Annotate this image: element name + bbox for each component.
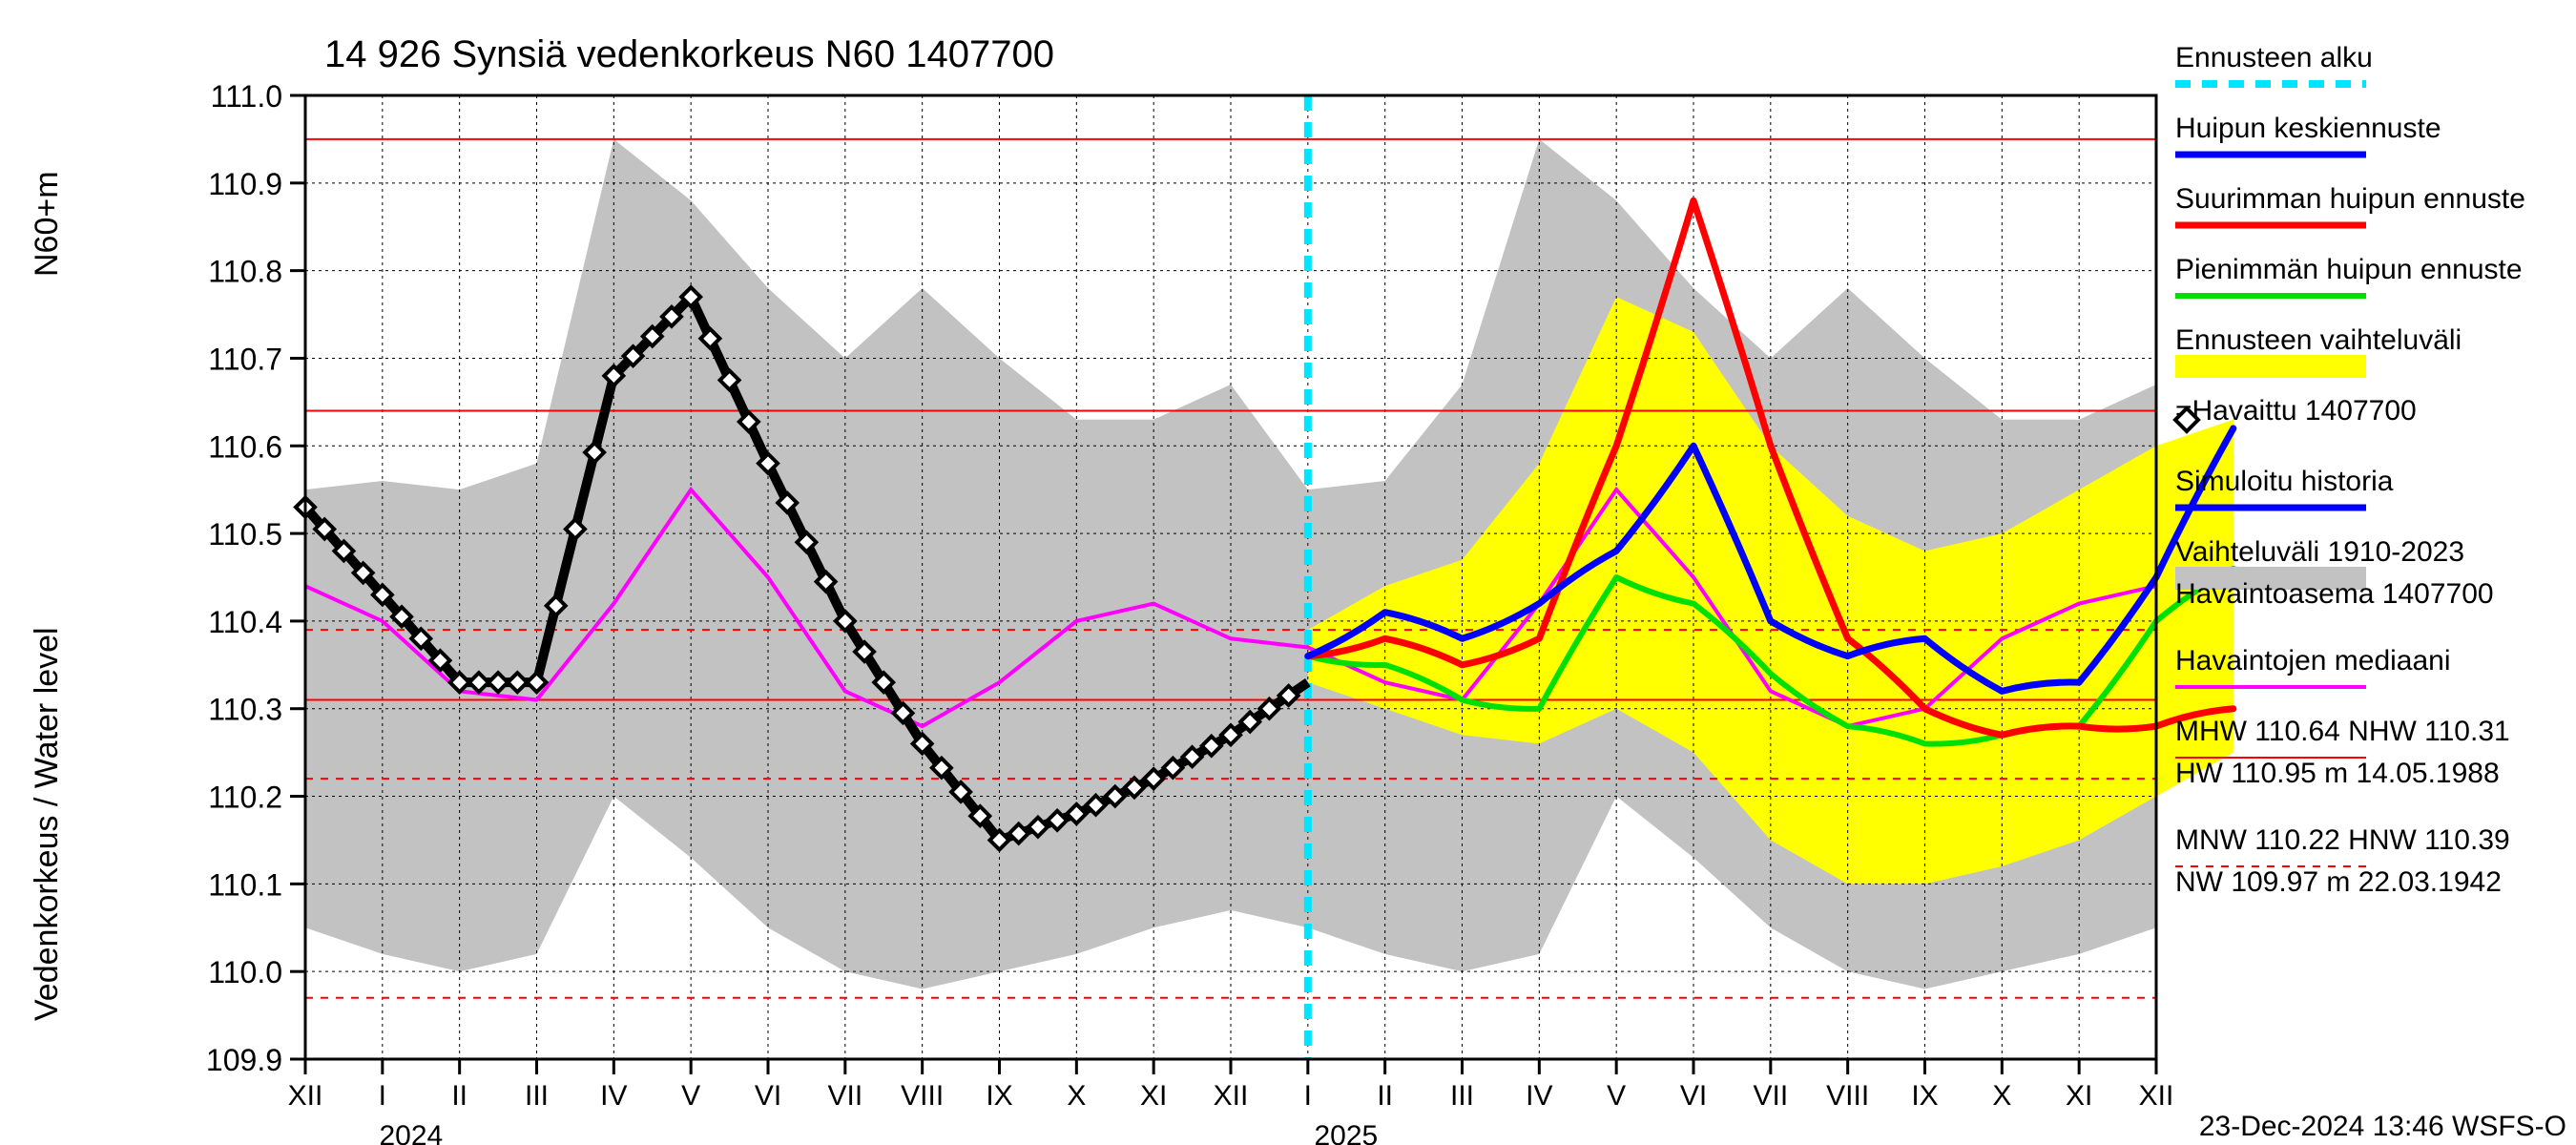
svg-text:IV: IV bbox=[600, 1080, 627, 1112]
svg-text:Simuloitu historia: Simuloitu historia bbox=[2175, 466, 2394, 497]
svg-text:Vedenkorkeus / Water level: Vedenkorkeus / Water level bbox=[29, 627, 65, 1021]
svg-text:X: X bbox=[1067, 1080, 1086, 1112]
svg-text:III: III bbox=[525, 1080, 549, 1112]
svg-text:VIII: VIII bbox=[1826, 1080, 1869, 1112]
svg-text:III: III bbox=[1450, 1080, 1474, 1112]
svg-text:Havaintojen mediaani: Havaintojen mediaani bbox=[2175, 645, 2451, 677]
svg-text:109.9: 109.9 bbox=[206, 1043, 282, 1077]
svg-text:110.6: 110.6 bbox=[208, 429, 282, 464]
svg-text:IX: IX bbox=[986, 1080, 1012, 1112]
svg-text:IV: IV bbox=[1526, 1080, 1552, 1112]
svg-text:II: II bbox=[451, 1080, 467, 1112]
svg-text:2024: 2024 bbox=[379, 1120, 443, 1145]
svg-text:X: X bbox=[1992, 1080, 2011, 1112]
svg-text:110.2: 110.2 bbox=[208, 781, 282, 815]
svg-text:N60+m: N60+m bbox=[29, 171, 65, 277]
svg-text:110.7: 110.7 bbox=[208, 342, 282, 376]
svg-text:NW 109.97 m 22.03.1942: NW 109.97 m 22.03.1942 bbox=[2175, 866, 2502, 898]
svg-text:Havaintoasema 1407700: Havaintoasema 1407700 bbox=[2175, 578, 2494, 610]
svg-text:Suurimman huipun ennuste: Suurimman huipun ennuste bbox=[2175, 183, 2525, 215]
svg-text:XI: XI bbox=[1140, 1080, 1167, 1112]
svg-text:MNW 110.22 HNW 110.39: MNW 110.22 HNW 110.39 bbox=[2175, 824, 2510, 856]
svg-text:Ennusteen vaihteluväli: Ennusteen vaihteluväli bbox=[2175, 324, 2462, 356]
svg-text:111.0: 111.0 bbox=[211, 79, 282, 114]
svg-text:=Havaittu 1407700: =Havaittu 1407700 bbox=[2175, 395, 2417, 427]
chart-svg: 109.9 110.0 110.1 110.2 110.3 110.4 110.5 110.6… bbox=[0, 0, 2576, 1145]
svg-text:I: I bbox=[1304, 1080, 1312, 1112]
svg-text:110.4: 110.4 bbox=[208, 605, 282, 639]
svg-text:HW 110.95 m 14.05.1988: HW 110.95 m 14.05.1988 bbox=[2175, 758, 2500, 789]
svg-text:II: II bbox=[1377, 1080, 1393, 1112]
svg-text:VIII: VIII bbox=[901, 1080, 944, 1112]
svg-text:110.8: 110.8 bbox=[208, 255, 282, 289]
svg-text:VI: VI bbox=[1680, 1080, 1707, 1112]
svg-text:XII: XII bbox=[1214, 1080, 1249, 1112]
svg-text:XI: XI bbox=[2066, 1080, 2092, 1112]
svg-text:Vaihteluväli 1910-2023: Vaihteluväli 1910-2023 bbox=[2175, 536, 2464, 568]
svg-text:110.3: 110.3 bbox=[208, 693, 282, 727]
chart-container: 109.9 110.0 110.1 110.2 110.3 110.4 110.5 110.6… bbox=[0, 0, 2576, 1145]
svg-text:XII: XII bbox=[2139, 1080, 2174, 1112]
chart-title: 14 926 Synsiä vedenkorkeus N60 1407700 bbox=[324, 33, 1054, 75]
svg-text:XII: XII bbox=[288, 1080, 323, 1112]
svg-text:Ennusteen alku: Ennusteen alku bbox=[2175, 42, 2373, 73]
svg-text:VI: VI bbox=[755, 1080, 781, 1112]
svg-text:VII: VII bbox=[1753, 1080, 1788, 1112]
svg-text:110.5: 110.5 bbox=[208, 517, 282, 552]
svg-text:2025: 2025 bbox=[1314, 1120, 1378, 1145]
svg-text:VII: VII bbox=[827, 1080, 862, 1112]
svg-text:Huipun keskiennuste: Huipun keskiennuste bbox=[2175, 113, 2441, 144]
svg-text:110.1: 110.1 bbox=[208, 867, 282, 902]
svg-text:110.0: 110.0 bbox=[208, 955, 282, 989]
svg-text:I: I bbox=[379, 1080, 386, 1112]
svg-text:IX: IX bbox=[1911, 1080, 1938, 1112]
svg-text:V: V bbox=[1607, 1080, 1626, 1112]
timestamp: 23-Dec-2024 13:46 WSFS-O bbox=[2199, 1111, 2566, 1142]
svg-text:110.9: 110.9 bbox=[208, 167, 282, 201]
svg-text:V: V bbox=[681, 1080, 700, 1112]
svg-text:MHW 110.64 NHW 110.31: MHW 110.64 NHW 110.31 bbox=[2175, 716, 2510, 747]
svg-text:Pienimmän huipun ennuste: Pienimmän huipun ennuste bbox=[2175, 254, 2523, 285]
